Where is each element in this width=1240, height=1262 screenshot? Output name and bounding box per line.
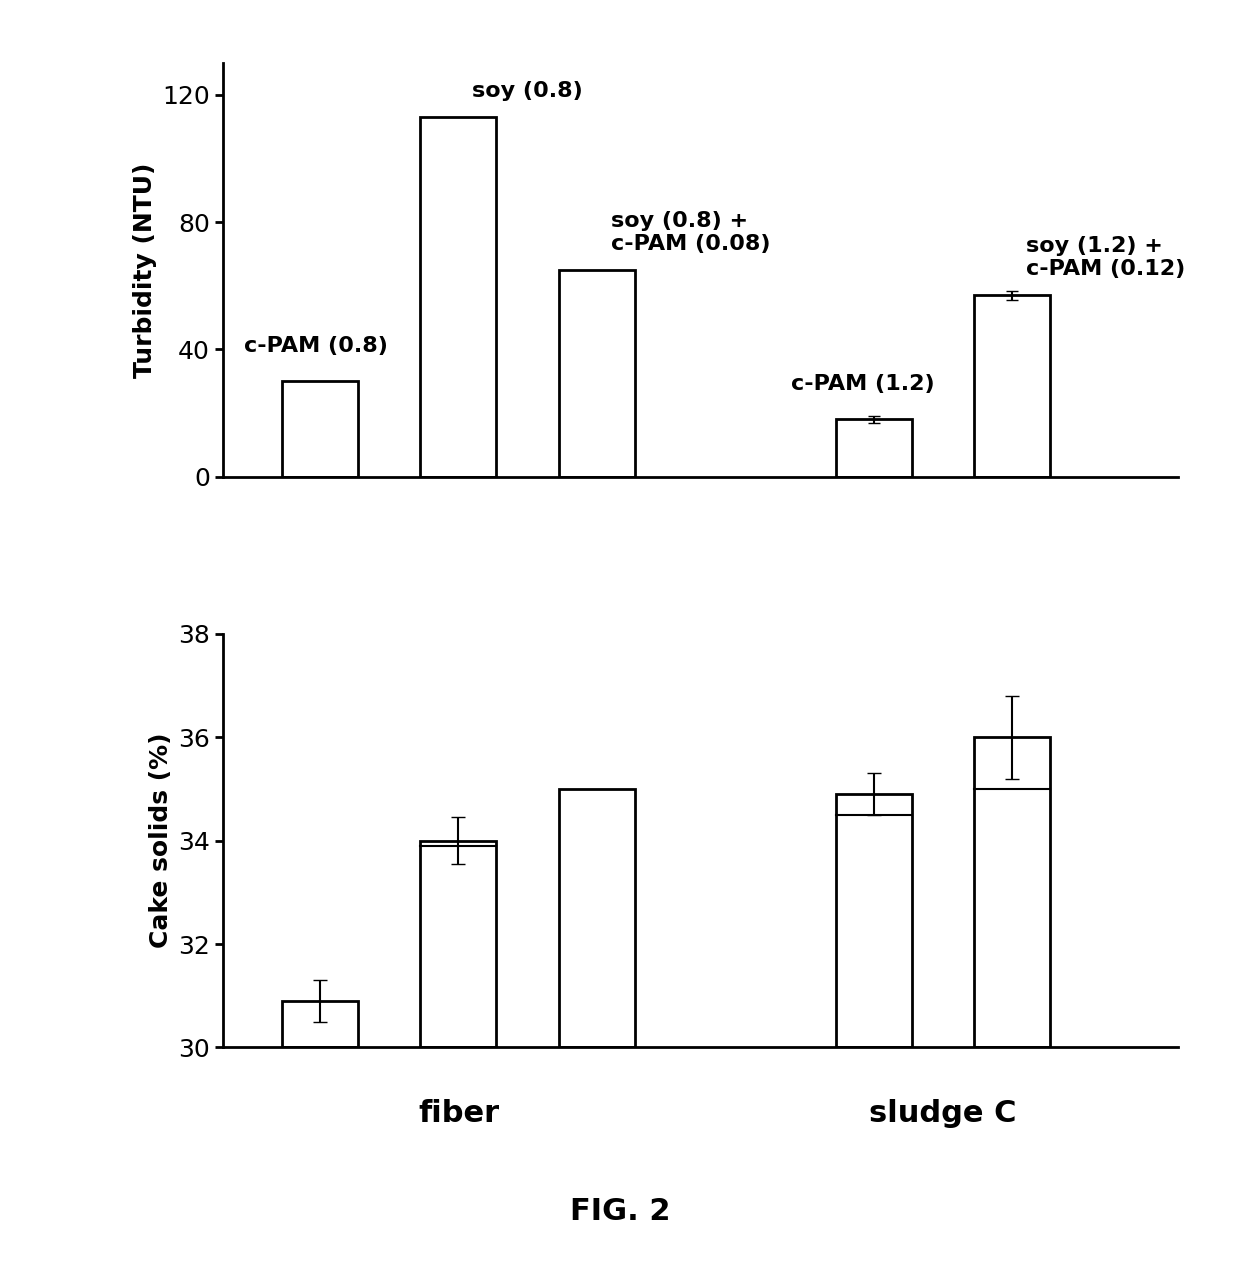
Text: fiber: fiber [418,1099,498,1128]
Bar [281,1001,358,1047]
Bar [281,381,358,477]
Bar [559,270,635,477]
Text: c-PAM (1.2): c-PAM (1.2) [791,374,934,394]
Text: sludge C: sludge C [869,1099,1017,1128]
Bar [420,840,496,1047]
Bar [973,737,1050,1047]
Text: FIG. 2: FIG. 2 [569,1198,671,1225]
Bar [420,117,496,477]
Bar [836,794,911,1047]
Text: soy (0.8) +
c-PAM (0.08): soy (0.8) + c-PAM (0.08) [610,211,770,254]
Bar [973,295,1050,477]
Bar [836,419,911,477]
Y-axis label: Turbidity (NTU): Turbidity (NTU) [133,163,156,377]
Text: soy (0.8): soy (0.8) [472,81,583,101]
Bar [559,789,635,1047]
Text: c-PAM (0.8): c-PAM (0.8) [244,336,388,356]
Y-axis label: Cake solids (%): Cake solids (%) [149,733,172,949]
Text: soy (1.2) +
c-PAM (0.12): soy (1.2) + c-PAM (0.12) [1025,236,1185,279]
